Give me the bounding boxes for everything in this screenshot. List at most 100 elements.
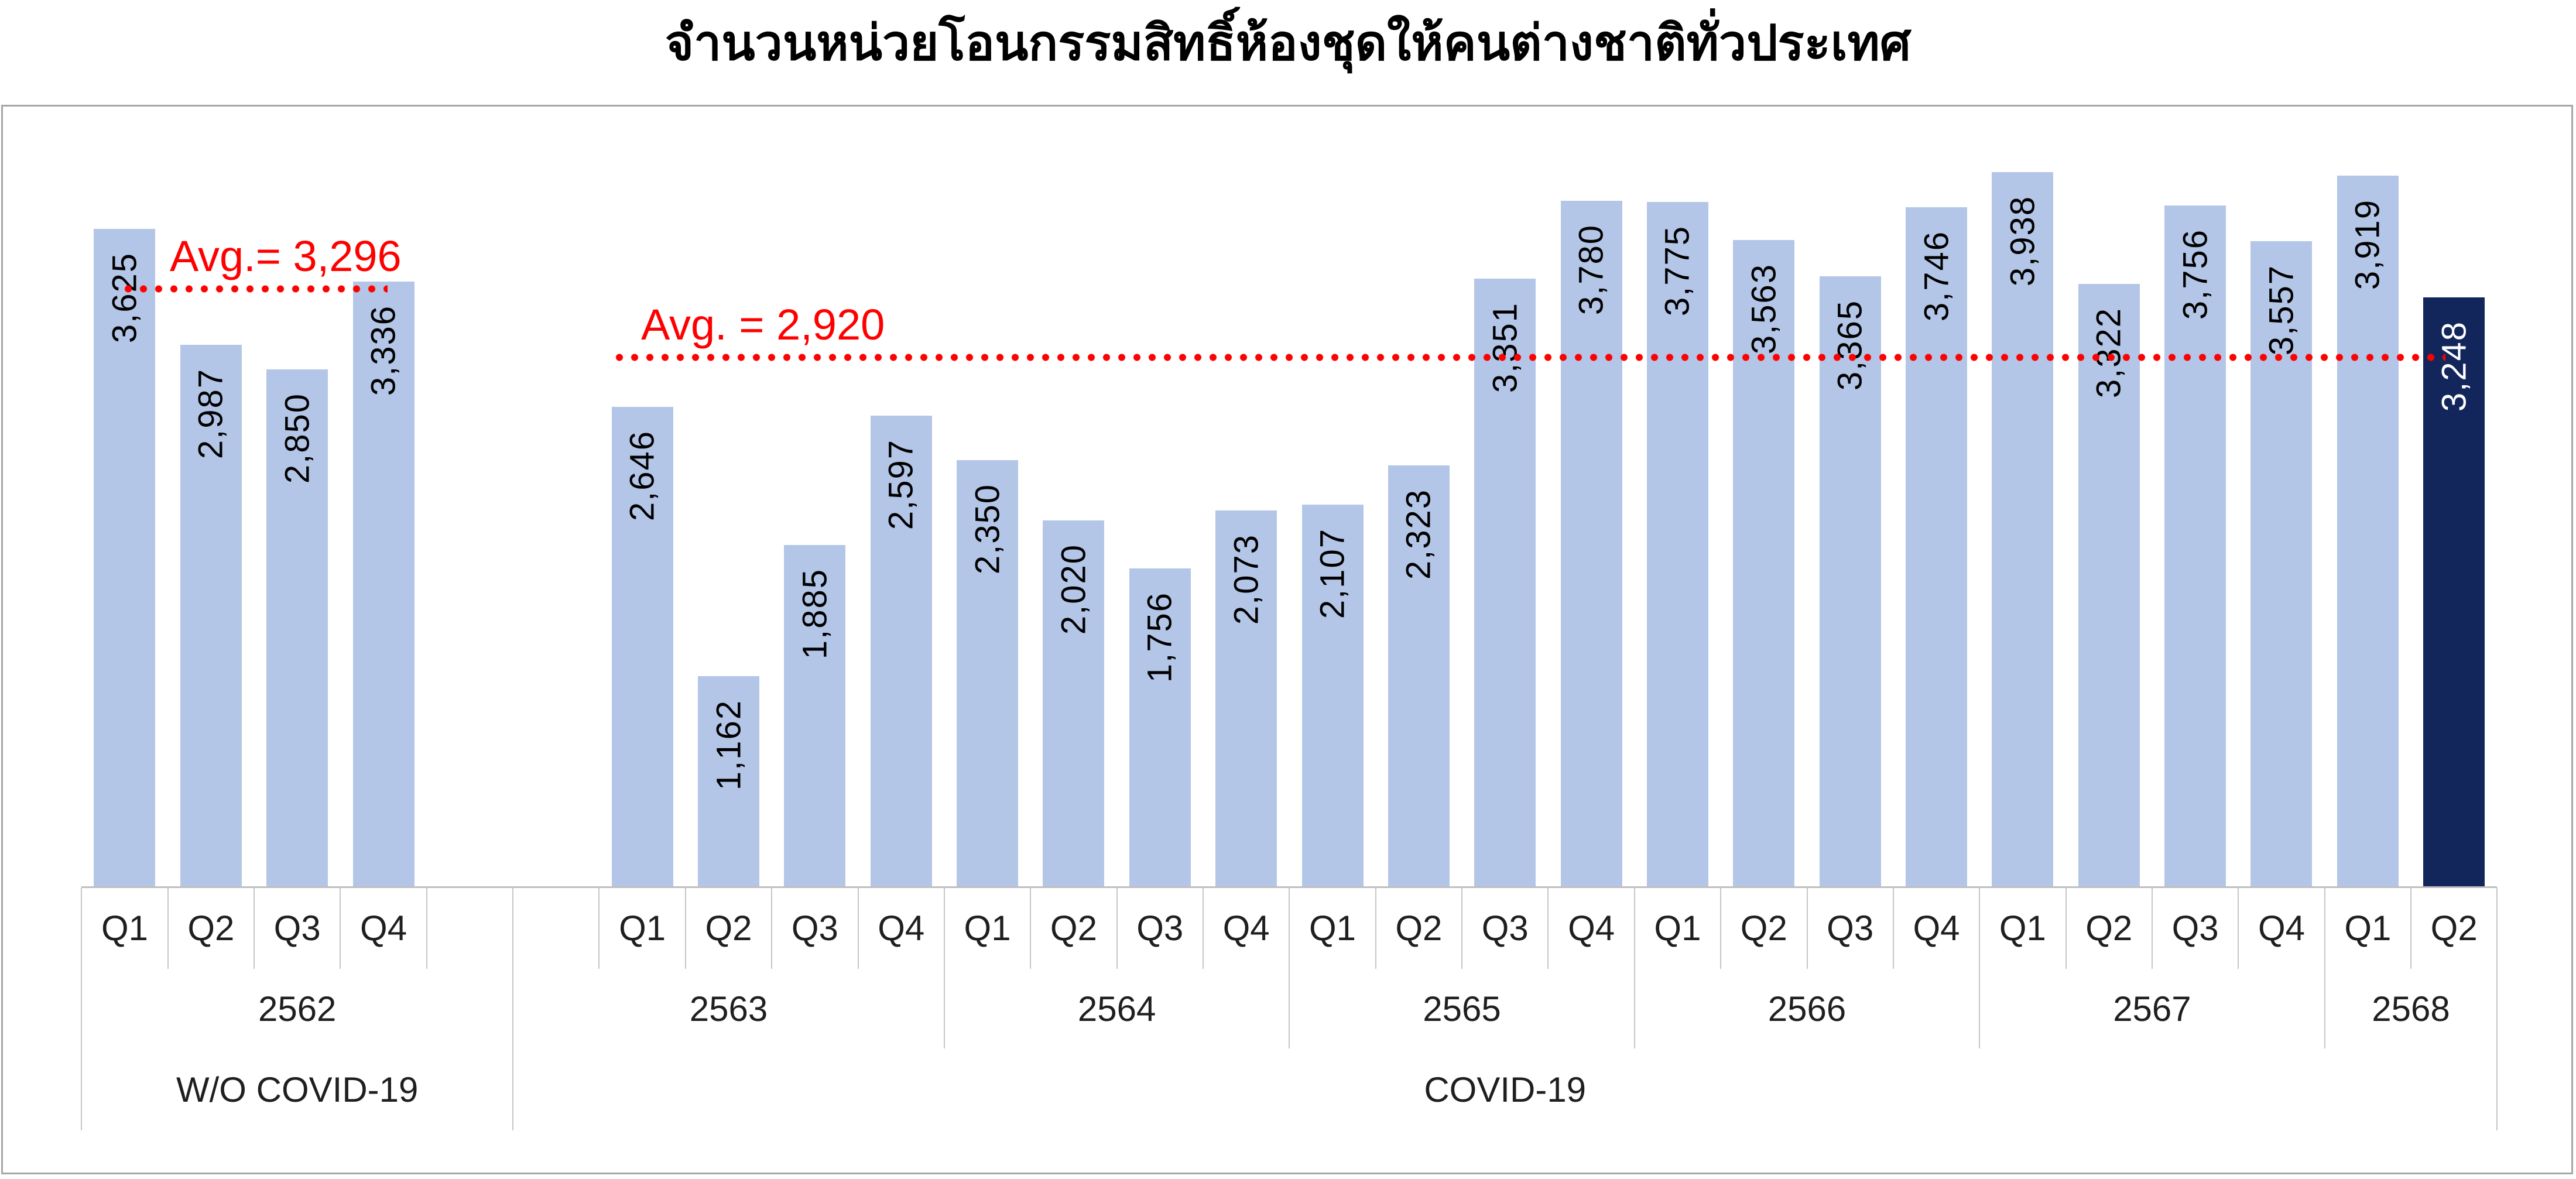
- average-line-covid: [611, 354, 2445, 361]
- axis-quarter-label-2563-Q1: Q1: [619, 909, 666, 948]
- axis-quarter-label-2563-Q4: Q4: [878, 909, 925, 948]
- axis-divider: [2151, 887, 2153, 969]
- bar-2563-Q3: 1,885: [784, 545, 846, 887]
- bar-2568-Q2: 3,248: [2423, 297, 2485, 887]
- bar-value-label-2568-Q1: 3,919: [2348, 199, 2387, 290]
- bar-value-label-2566-Q1: 3,775: [1658, 225, 1697, 317]
- axis-divider: [2496, 887, 2498, 1130]
- axis-divider: [81, 887, 83, 1130]
- bar-2564-Q2: 2,020: [1043, 520, 1105, 887]
- bar-value-label-2563-Q4: 2,597: [882, 439, 920, 530]
- bar-2563-Q4: 2,597: [870, 416, 932, 887]
- bar-value-label-2567-Q3: 3,756: [2176, 229, 2215, 320]
- bar-value-label-2562-Q1: 3,625: [105, 252, 144, 344]
- bar-value-label-2565-Q2: 2,323: [1399, 489, 1438, 580]
- axis-quarter-label-2564-Q1: Q1: [964, 909, 1011, 948]
- axis-quarter-label-2566-Q3: Q3: [1827, 909, 1874, 948]
- bar-2564-Q3: 1,756: [1129, 568, 1191, 887]
- axis-divider: [1116, 887, 1118, 969]
- axis-year-label-2565: 2565: [1423, 989, 1501, 1029]
- axis-divider: [1030, 887, 1032, 969]
- axis-quarter-label-2567-Q1: Q1: [1999, 909, 2046, 948]
- bar-value-label-2562-Q4: 3,336: [364, 305, 403, 396]
- bar-2564-Q1: 2,350: [957, 460, 1019, 887]
- axis-year-label-2564: 2564: [1077, 989, 1156, 1029]
- axis-divider: [340, 887, 341, 969]
- bar-value-label-2565-Q3: 3,351: [1486, 302, 1525, 393]
- bar-value-label-2563-Q1: 2,646: [623, 430, 662, 522]
- axis-divider: [857, 887, 859, 969]
- axis-year-label-2566: 2566: [1767, 989, 1847, 1029]
- axis-divider: [2324, 887, 2325, 1048]
- bar-2566-Q2: 3,563: [1733, 240, 1795, 887]
- bar-value-label-2563-Q2: 1,162: [710, 700, 748, 791]
- axis-quarter-label-2562-Q2: Q2: [187, 909, 235, 948]
- axis-divider: [1461, 887, 1463, 969]
- axis-quarter-label-2565-Q3: Q3: [1481, 909, 1529, 948]
- bar-2566-Q1: 3,775: [1646, 202, 1708, 887]
- axis-divider: [1633, 887, 1635, 1048]
- x-axis-line: [81, 886, 2498, 888]
- axis-quarter-label-2564-Q3: Q3: [1136, 909, 1184, 948]
- bar-value-label-2563-Q3: 1,885: [796, 568, 834, 660]
- axis-quarter-label-2563-Q2: Q2: [705, 909, 752, 948]
- bar-2565-Q3: 3,351: [1474, 279, 1536, 887]
- average-label-pre-covid: Avg.= 3,296: [170, 232, 402, 280]
- axis-divider: [1720, 887, 1722, 969]
- axis-quarter-label-2567-Q2: Q2: [2085, 909, 2133, 948]
- bar-value-label-2564-Q2: 2,020: [1054, 544, 1093, 635]
- axis-quarter-label-2568-Q1: Q1: [2344, 909, 2392, 948]
- axis-divider: [512, 887, 514, 1130]
- axis-divider: [1375, 887, 1376, 969]
- axis-quarter-label-2564-Q2: Q2: [1050, 909, 1097, 948]
- axis-quarter-label-2564-Q4: Q4: [1222, 909, 1270, 948]
- axis-quarter-label-2565-Q1: Q1: [1308, 909, 1356, 948]
- bar-2562-Q3: 2,850: [266, 369, 328, 887]
- bar-2568-Q1: 3,919: [2337, 176, 2399, 887]
- axis-divider: [1806, 887, 1808, 969]
- bar-value-label-2564-Q3: 1,756: [1140, 592, 1179, 683]
- axis-quarter-label-2565-Q2: Q2: [1395, 909, 1443, 948]
- axis-divider: [1202, 887, 1204, 969]
- bar-2562-Q1: 3,625: [94, 229, 156, 887]
- axis-quarter-label-2567-Q4: Q4: [2258, 909, 2305, 948]
- bar-2564-Q4: 2,073: [1215, 510, 1277, 887]
- bar-value-label-2567-Q1: 3,938: [2003, 196, 2042, 287]
- average-line-pre-covid: [120, 285, 388, 293]
- bar-value-label-2567-Q2: 3,322: [2089, 307, 2128, 399]
- bar-2567-Q2: 3,322: [2078, 284, 2140, 887]
- bar-2566-Q4: 3,746: [1906, 207, 1968, 887]
- axis-quarter-label-2567-Q3: Q3: [2171, 909, 2219, 948]
- axis-divider: [167, 887, 169, 969]
- axis-quarter-label-2566-Q1: Q1: [1654, 909, 1701, 948]
- bar-value-label-2568-Q2: 3,248: [2435, 321, 2474, 412]
- axis-group-label-W-O-COVID-19: W/O COVID-19: [176, 1070, 419, 1109]
- axis-divider: [771, 887, 773, 969]
- axis-quarter-label-2565-Q4: Q4: [1568, 909, 1615, 948]
- average-label-covid: Avg. = 2,920: [641, 300, 885, 349]
- bar-value-label-2565-Q1: 2,107: [1313, 528, 1352, 619]
- axis-quarter-label-2568-Q2: Q2: [2430, 909, 2478, 948]
- bar-2565-Q4: 3,780: [1560, 201, 1622, 887]
- axis-divider: [2410, 887, 2412, 969]
- bar-2567-Q4: 3,557: [2250, 241, 2313, 887]
- bar-2565-Q1: 2,107: [1301, 505, 1364, 887]
- axis-year-label-2562: 2562: [258, 989, 337, 1029]
- bar-2567-Q3: 3,756: [2164, 205, 2226, 887]
- bar-2567-Q1: 3,938: [1992, 172, 2054, 887]
- axis-divider: [2238, 887, 2239, 969]
- axis-divider: [1979, 887, 1981, 1048]
- axis-quarter-label-2562-Q1: Q1: [101, 909, 148, 948]
- axis-year-label-2567: 2567: [2113, 989, 2191, 1029]
- axis-divider: [943, 887, 945, 1048]
- bar-value-label-2566-Q2: 3,563: [1745, 263, 1783, 355]
- axis-divider: [254, 887, 255, 969]
- bar-2563-Q2: 1,162: [698, 676, 759, 887]
- axis-divider: [684, 887, 686, 969]
- bar-value-label-2565-Q4: 3,780: [1572, 224, 1611, 316]
- bar-2565-Q2: 2,323: [1388, 465, 1450, 887]
- plot-frame: [1, 105, 2573, 1174]
- axis-quarter-label-2562-Q3: Q3: [273, 909, 321, 948]
- axis-divider: [1289, 887, 1290, 1048]
